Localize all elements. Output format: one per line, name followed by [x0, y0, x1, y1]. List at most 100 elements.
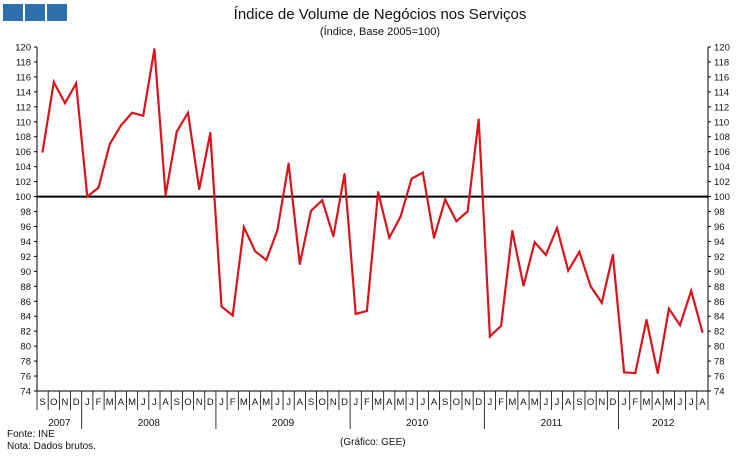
y-tick-label-right: 92	[714, 252, 725, 263]
month-label: D	[610, 397, 617, 408]
month-label: M	[396, 397, 404, 408]
y-tick-label-left: 86	[20, 297, 31, 308]
data-point	[444, 198, 447, 201]
data-point	[421, 171, 424, 174]
month-label: J	[543, 397, 548, 408]
month-label: J	[275, 397, 280, 408]
month-label: J	[555, 397, 560, 408]
source-note: Fonte: INE	[7, 429, 55, 440]
month-label: A	[386, 397, 393, 408]
y-tick-label-right: 100	[714, 192, 730, 203]
y-tick-label-right: 94	[714, 237, 725, 248]
y-tick-label-left: 116	[16, 72, 31, 83]
y-tick-label-left: 100	[15, 192, 31, 203]
month-label: J	[85, 397, 90, 408]
month-label: A	[431, 397, 438, 408]
y-tick-label-left: 78	[20, 357, 31, 368]
chart-title: Índice de Volume de Negócios nos Serviço…	[233, 6, 527, 23]
y-tick-label-left: 108	[15, 132, 31, 143]
month-label: J	[353, 397, 358, 408]
y-tick-label-left: 90	[20, 267, 31, 278]
month-label: O	[587, 397, 594, 408]
y-tick-label-right: 114	[714, 87, 729, 98]
data-point	[600, 301, 603, 304]
month-label: S	[442, 397, 448, 408]
month-label: O	[453, 397, 460, 408]
y-tick-label-left: 74	[20, 387, 31, 398]
data-point	[589, 285, 592, 288]
logo-block-1	[3, 4, 23, 21]
logo-block-2	[25, 4, 45, 21]
y-tick-label-right: 108	[714, 132, 730, 143]
y-tick-label-right: 88	[714, 282, 725, 293]
data-point	[399, 215, 402, 218]
month-label: N	[330, 397, 337, 408]
y-tick-label-right: 76	[714, 372, 725, 383]
month-label: J	[152, 397, 157, 408]
month-label: S	[308, 397, 314, 408]
month-label: N	[464, 397, 471, 408]
data-point	[410, 177, 413, 180]
month-label: J	[488, 397, 493, 408]
data-point	[645, 318, 648, 322]
data-point	[678, 324, 682, 327]
month-label: M	[531, 397, 539, 408]
y-tick-label-left: 94	[20, 237, 31, 248]
data-note: Nota: Dados brutos.	[7, 441, 96, 452]
y-tick-label-left: 110	[16, 117, 31, 128]
data-point	[220, 305, 223, 308]
month-label: A	[252, 397, 259, 408]
month-label: D	[475, 397, 482, 408]
data-point	[186, 111, 190, 114]
month-label: M	[643, 397, 651, 408]
y-tick-label-left: 80	[20, 342, 31, 353]
month-label: F	[498, 397, 504, 408]
y-tick-label-right: 74	[714, 387, 725, 398]
data-point	[75, 82, 78, 85]
data-point	[153, 48, 156, 51]
data-point	[119, 124, 122, 127]
data-point	[656, 371, 659, 375]
y-tick-label-right: 106	[714, 147, 730, 158]
y-tick-label-left: 82	[20, 327, 31, 338]
data-point	[611, 253, 615, 256]
y-tick-label-left: 88	[20, 282, 31, 293]
month-label: F	[96, 397, 102, 408]
data-point	[578, 250, 581, 254]
data-point	[164, 193, 167, 197]
data-point	[86, 195, 89, 198]
month-label: A	[520, 397, 527, 408]
y-tick-label-left: 120	[15, 43, 31, 54]
data-point	[198, 187, 201, 191]
data-point	[52, 81, 55, 84]
y-tick-label-left: 102	[15, 177, 31, 188]
y-tick-label-right: 86	[714, 297, 725, 308]
y-tick-label-left: 96	[20, 222, 31, 233]
data-point	[309, 209, 313, 212]
month-label: N	[196, 397, 203, 408]
month-label: J	[409, 397, 414, 408]
data-point	[209, 131, 212, 135]
month-label: J	[622, 397, 627, 408]
data-point	[332, 235, 335, 238]
y-tick-label-left: 76	[20, 372, 31, 383]
chart-subtitle: (Índice, Base 2005=100)	[319, 26, 441, 38]
month-label: D	[73, 397, 80, 408]
data-point	[321, 199, 324, 202]
data-point	[142, 114, 145, 117]
month-label: M	[128, 397, 136, 408]
data-point	[544, 253, 547, 256]
data-point	[667, 307, 670, 310]
chart-credit: (Gráfico: GEE)	[340, 437, 406, 448]
y-tick-label-right: 102	[714, 177, 730, 188]
y-tick-label-right: 98	[714, 207, 725, 218]
y-tick-label-right: 84	[714, 312, 725, 323]
data-point	[533, 241, 536, 244]
month-label: A	[297, 397, 304, 408]
data-point	[97, 186, 100, 189]
data-point	[623, 371, 626, 374]
month-label: O	[184, 397, 191, 408]
month-label: F	[230, 397, 236, 408]
data-point	[287, 162, 290, 165]
y-tick-label-right: 90	[714, 267, 725, 278]
